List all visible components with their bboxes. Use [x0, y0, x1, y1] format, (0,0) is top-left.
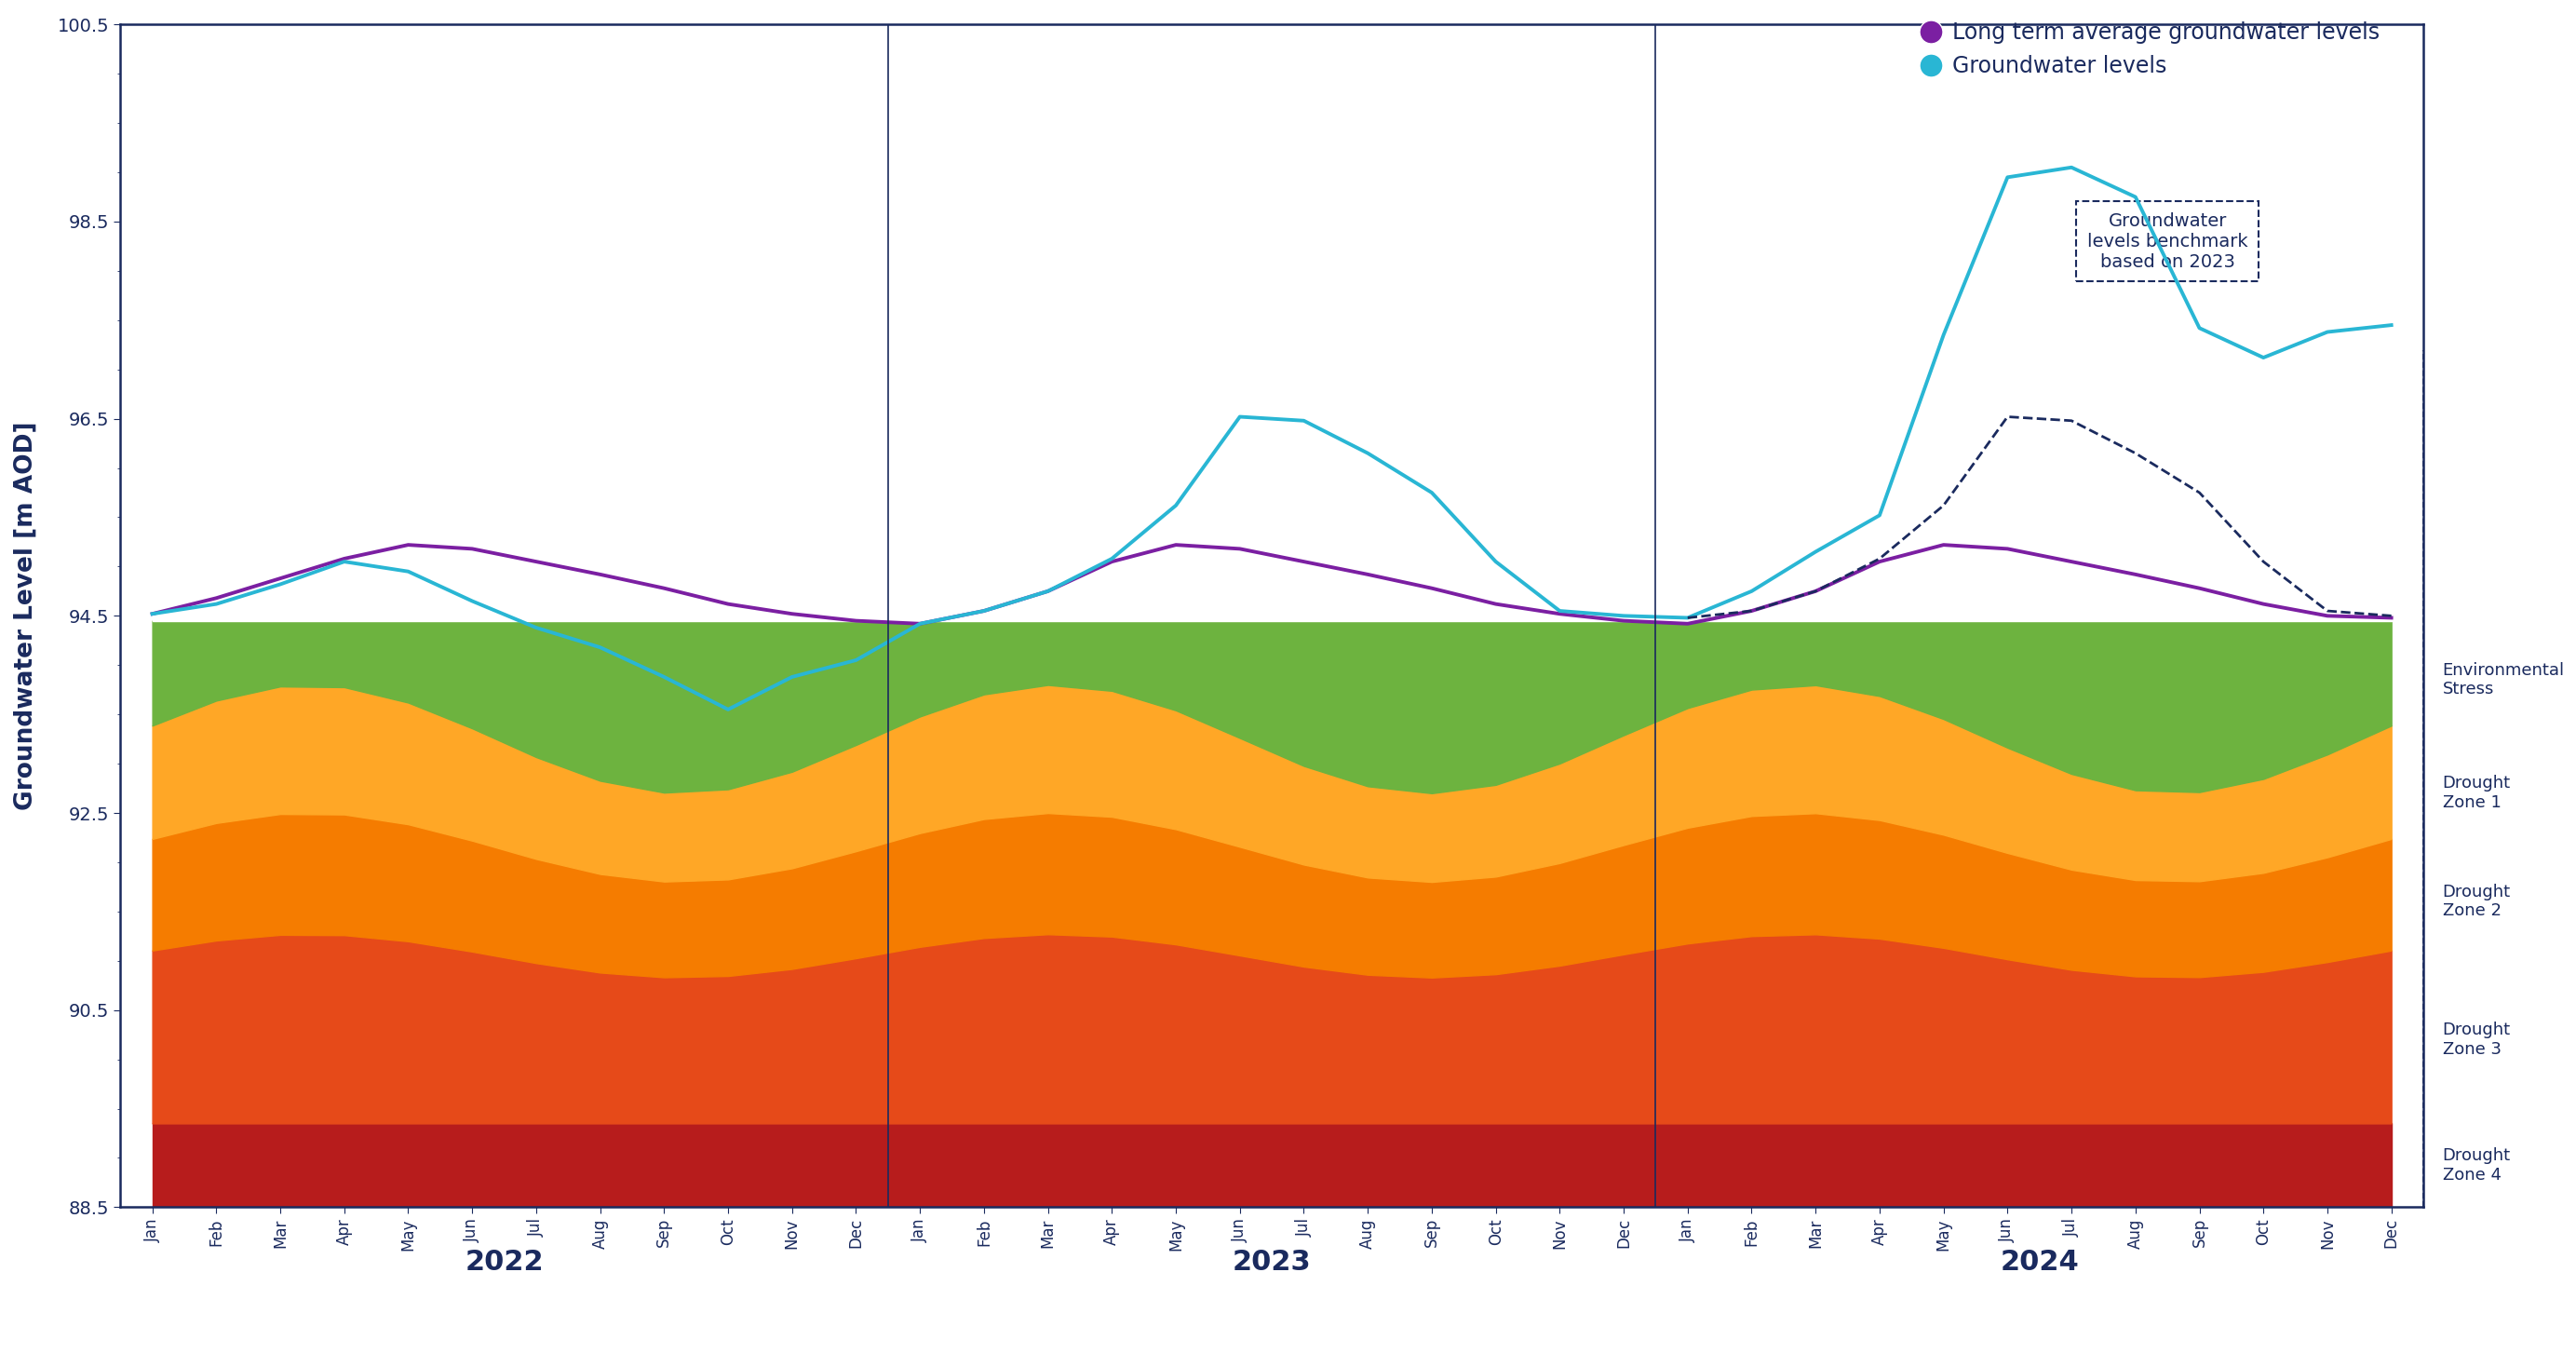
Text: Drought
Zone 4: Drought Zone 4 [2442, 1147, 2512, 1184]
Text: 2024: 2024 [1999, 1248, 2079, 1275]
Text: 2022: 2022 [464, 1248, 544, 1275]
Legend: Long term average groundwater levels, Groundwater levels: Long term average groundwater levels, Gr… [1914, 12, 2388, 86]
Text: Groundwater
levels benchmark
based on 2023: Groundwater levels benchmark based on 20… [2087, 212, 2249, 271]
Text: 2023: 2023 [1231, 1248, 1311, 1275]
Text: Drought
Zone 3: Drought Zone 3 [2442, 1021, 2512, 1058]
Text: Drought
Zone 2: Drought Zone 2 [2442, 883, 2512, 920]
Text: Drought
Zone 1: Drought Zone 1 [2442, 775, 2512, 811]
Text: Environmental
Stress: Environmental Stress [2442, 662, 2566, 697]
Y-axis label: Groundwater Level [m AOD]: Groundwater Level [m AOD] [13, 421, 39, 811]
